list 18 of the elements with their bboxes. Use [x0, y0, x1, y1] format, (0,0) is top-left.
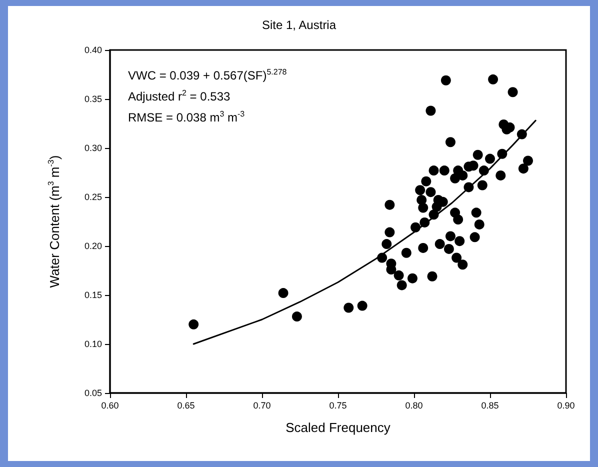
y-tick-label: 0.20	[84, 241, 102, 251]
x-tick-label: 0.75	[329, 400, 347, 410]
x-tick-label: 0.85	[481, 400, 499, 410]
y-tick-label: 0.30	[84, 143, 102, 153]
y-tick-label: 0.35	[84, 94, 102, 104]
y-tick-label: 0.10	[84, 339, 102, 349]
y-tick-label: 0.25	[84, 192, 102, 202]
chart-title: Site 1, Austria	[262, 18, 336, 32]
y-tick-label: 0.05	[84, 388, 102, 398]
x-tick-label: 0.60	[101, 400, 119, 410]
x-tick-label: 0.65	[177, 400, 195, 410]
x-tick-label: 0.80	[405, 400, 423, 410]
x-tick-label: 0.70	[253, 400, 271, 410]
x-tick-label: 0.90	[557, 400, 575, 410]
x-axis-title: Scaled Frequency	[286, 420, 391, 435]
y-tick-label: 0.40	[84, 45, 102, 55]
y-tick-label: 0.15	[84, 290, 102, 300]
y-axis-title: Water Content (m3 m-3)	[46, 155, 62, 288]
